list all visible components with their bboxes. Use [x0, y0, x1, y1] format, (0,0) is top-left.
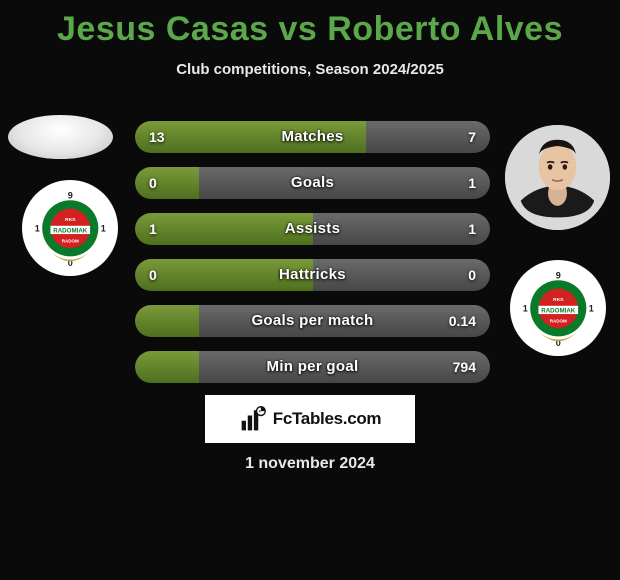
svg-text:9: 9: [67, 190, 72, 200]
stat-row: 13Matches7: [135, 121, 490, 153]
player-right-avatar: [505, 125, 610, 230]
svg-text:RADOM: RADOM: [549, 318, 566, 323]
stat-value-right: 7: [468, 121, 476, 153]
stat-value-right: 0.14: [449, 305, 476, 337]
svg-text:1: 1: [588, 303, 593, 313]
svg-text:RKS: RKS: [65, 217, 76, 223]
stat-row: 1Assists1: [135, 213, 490, 245]
brand-footer: FcTables.com: [205, 395, 415, 443]
stat-row: Min per goal794: [135, 351, 490, 383]
svg-text:RADOMIAK: RADOMIAK: [53, 227, 88, 234]
club-badge-right: RKS RADOMIAK RADOM 9 1 0 1: [510, 260, 606, 356]
stat-label: Goals per match: [135, 305, 490, 337]
brand-text: FcTables.com: [273, 409, 382, 429]
svg-text:RKS: RKS: [553, 297, 564, 303]
stat-value-right: 1: [468, 213, 476, 245]
brand-bars-icon: [239, 405, 267, 433]
svg-text:1: 1: [34, 223, 39, 233]
club-badge-left: RKS RADOMIAK RADOM 9 1 0 1: [22, 180, 118, 276]
stat-label: Matches: [135, 121, 490, 153]
svg-text:RADOM: RADOM: [61, 238, 78, 243]
page-title: Jesus Casas vs Roberto Alves: [0, 0, 620, 49]
svg-text:9: 9: [555, 270, 560, 280]
svg-text:RADOMIAK: RADOMIAK: [541, 307, 576, 314]
stat-value-right: 794: [453, 351, 476, 383]
stat-value-right: 1: [468, 167, 476, 199]
footer-date: 1 november 2024: [0, 455, 620, 473]
stat-row: 0Goals1: [135, 167, 490, 199]
svg-text:1: 1: [522, 303, 527, 313]
svg-text:1: 1: [100, 223, 105, 233]
stat-row: Goals per match0.14: [135, 305, 490, 337]
stat-label: Assists: [135, 213, 490, 245]
player-left-avatar: [8, 115, 113, 159]
stat-label: Min per goal: [135, 351, 490, 383]
stat-row: 0Hattricks0: [135, 259, 490, 291]
stats-bars: 13Matches70Goals11Assists10Hattricks0Goa…: [135, 121, 490, 397]
stat-value-right: 0: [468, 259, 476, 291]
stat-label: Goals: [135, 167, 490, 199]
page-subtitle: Club competitions, Season 2024/2025: [0, 61, 620, 78]
stat-label: Hattricks: [135, 259, 490, 291]
